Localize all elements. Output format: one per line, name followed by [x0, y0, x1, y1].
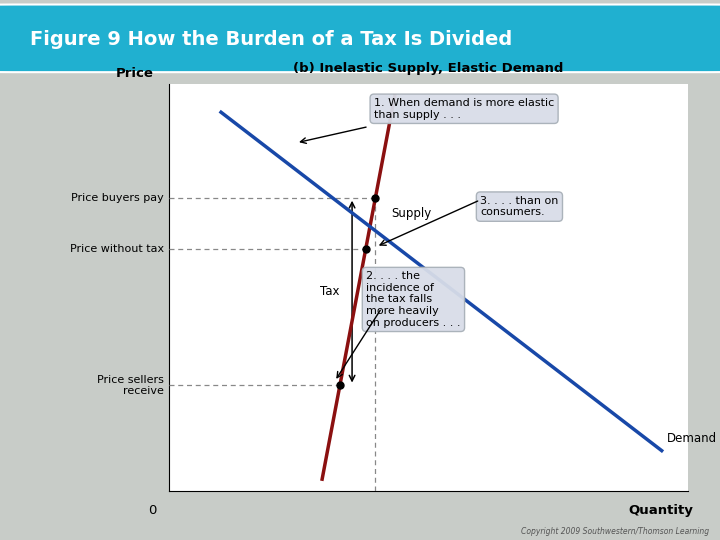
Text: 2. . . . the
incidence of
the tax falls
more heavily
on producers . . .: 2. . . . the incidence of the tax falls …: [366, 271, 461, 328]
Text: Price: Price: [116, 66, 153, 79]
Text: (b) Inelastic Supply, Elastic Demand: (b) Inelastic Supply, Elastic Demand: [293, 62, 564, 75]
Text: Supply: Supply: [392, 207, 432, 220]
Text: 1. When demand is more elastic
than supply . . .: 1. When demand is more elastic than supp…: [374, 98, 554, 119]
Text: Price sellers
receive: Price sellers receive: [97, 375, 164, 396]
Text: Tax: Tax: [320, 285, 339, 298]
Text: Figure 9 How the Burden of a Tax Is Divided: Figure 9 How the Burden of a Tax Is Divi…: [30, 30, 513, 49]
Text: Demand: Demand: [667, 432, 717, 445]
Text: Price without tax: Price without tax: [70, 244, 164, 254]
Text: Copyright 2009 Southwestern/Thomson Learning: Copyright 2009 Southwestern/Thomson Lear…: [521, 526, 709, 536]
Text: 0: 0: [148, 504, 156, 517]
Text: Quantity: Quantity: [628, 504, 693, 517]
Text: 3. . . . than on
consumers.: 3. . . . than on consumers.: [480, 196, 559, 218]
FancyBboxPatch shape: [0, 4, 720, 72]
Text: Price buyers pay: Price buyers pay: [71, 193, 164, 203]
